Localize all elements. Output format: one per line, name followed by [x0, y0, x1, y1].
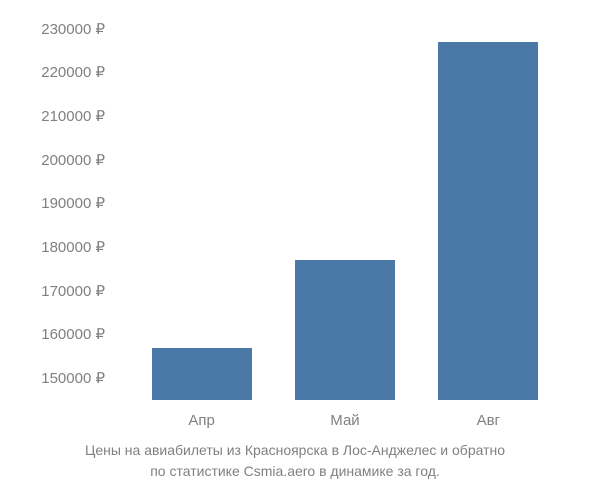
y-tick-label: 170000 ₽: [10, 282, 105, 300]
y-tick-label: 220000 ₽: [10, 63, 105, 81]
x-tick-label: Май: [295, 400, 395, 440]
bar: [438, 42, 538, 400]
price-chart: 150000 ₽ 160000 ₽ 170000 ₽ 180000 ₽ 190000 ₽…: [0, 0, 600, 500]
y-tick-label: 180000 ₽: [10, 238, 105, 256]
y-tick-label: 230000 ₽: [10, 20, 105, 38]
y-tick-label: 190000 ₽: [10, 194, 105, 212]
plot-area: 150000 ₽ 160000 ₽ 170000 ₽ 180000 ₽ 190000 ₽…: [10, 20, 580, 400]
x-tick-label: Авг: [438, 400, 538, 440]
x-tick-label: Апр: [152, 400, 252, 440]
bar: [152, 348, 252, 400]
y-tick-label: 200000 ₽: [10, 151, 105, 169]
bars-area: [110, 20, 580, 400]
y-tick-label: 160000 ₽: [10, 325, 105, 343]
y-tick-label: 210000 ₽: [10, 107, 105, 125]
chart-caption: Цены на авиабилеты из Красноярска в Лос-…: [10, 440, 580, 482]
caption-line-2: по статистике Csmia.aero в динамике за г…: [20, 461, 570, 482]
bar: [295, 260, 395, 400]
y-axis: 150000 ₽ 160000 ₽ 170000 ₽ 180000 ₽ 190000 ₽…: [10, 20, 110, 400]
y-tick-label: 150000 ₽: [10, 369, 105, 387]
x-axis: Апр Май Авг: [110, 400, 580, 440]
caption-line-1: Цены на авиабилеты из Красноярска в Лос-…: [20, 440, 570, 461]
